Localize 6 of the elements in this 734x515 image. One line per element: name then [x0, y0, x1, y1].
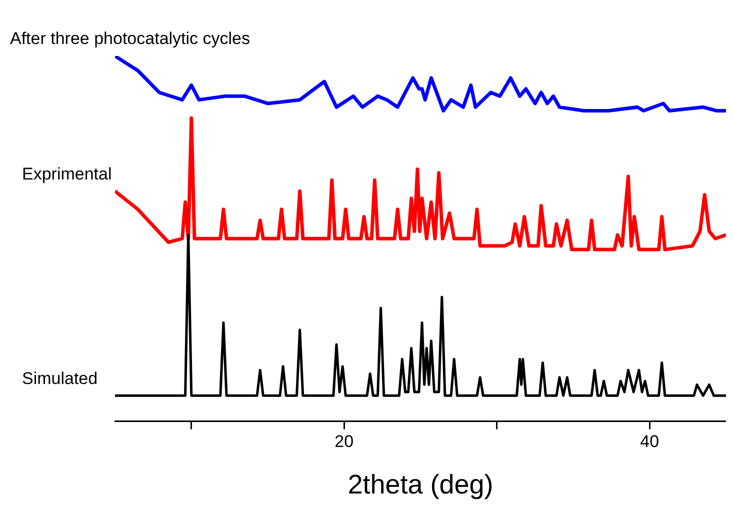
series-label: Exprimental: [22, 164, 112, 184]
x-tick-label: 20: [334, 432, 354, 452]
series-label: After three photocatalytic cycles: [10, 29, 250, 48]
x-tick-label: 40: [640, 432, 660, 452]
series-label: Simulated: [22, 368, 98, 388]
x-axis-title: 2theta (deg): [348, 469, 494, 500]
